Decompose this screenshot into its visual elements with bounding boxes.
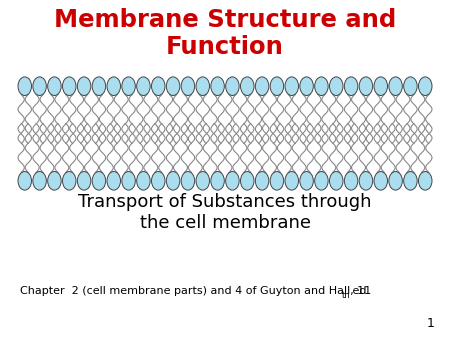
Ellipse shape [122, 172, 135, 190]
Ellipse shape [48, 172, 61, 190]
Ellipse shape [33, 77, 46, 96]
Ellipse shape [166, 172, 180, 190]
Text: 1: 1 [427, 317, 434, 330]
Ellipse shape [33, 172, 46, 190]
Ellipse shape [92, 77, 106, 96]
Ellipse shape [270, 172, 284, 190]
Ellipse shape [359, 77, 373, 96]
Ellipse shape [152, 77, 165, 96]
Ellipse shape [18, 172, 32, 190]
Text: Transport of Substances through
the cell membrane: Transport of Substances through the cell… [78, 193, 372, 232]
Text: ed.: ed. [349, 286, 370, 296]
Ellipse shape [359, 172, 373, 190]
Ellipse shape [240, 172, 254, 190]
Ellipse shape [344, 172, 358, 190]
Ellipse shape [374, 77, 387, 96]
Ellipse shape [77, 77, 91, 96]
Text: Membrane Structure and
Function: Membrane Structure and Function [54, 8, 396, 59]
Ellipse shape [63, 77, 76, 96]
Ellipse shape [122, 77, 135, 96]
Ellipse shape [255, 172, 269, 190]
Ellipse shape [18, 77, 32, 96]
Ellipse shape [77, 172, 91, 190]
Ellipse shape [315, 77, 328, 96]
Ellipse shape [329, 77, 343, 96]
Ellipse shape [137, 172, 150, 190]
Ellipse shape [404, 172, 417, 190]
Ellipse shape [300, 77, 313, 96]
Ellipse shape [270, 77, 284, 96]
Ellipse shape [181, 172, 195, 190]
Ellipse shape [329, 172, 343, 190]
Ellipse shape [374, 172, 387, 190]
Ellipse shape [211, 172, 225, 190]
Ellipse shape [137, 77, 150, 96]
Ellipse shape [196, 77, 210, 96]
Ellipse shape [181, 77, 195, 96]
Text: Chapter  2 (cell membrane parts) and 4 of Guyton and Hall, 11: Chapter 2 (cell membrane parts) and 4 of… [20, 286, 372, 296]
Ellipse shape [48, 77, 61, 96]
Ellipse shape [107, 77, 121, 96]
Ellipse shape [315, 172, 328, 190]
Ellipse shape [63, 172, 76, 190]
Ellipse shape [107, 172, 121, 190]
Ellipse shape [418, 77, 432, 96]
Ellipse shape [92, 172, 106, 190]
Ellipse shape [418, 172, 432, 190]
Ellipse shape [389, 172, 402, 190]
Ellipse shape [300, 172, 313, 190]
Ellipse shape [240, 77, 254, 96]
Ellipse shape [166, 77, 180, 96]
Ellipse shape [211, 77, 225, 96]
Ellipse shape [285, 77, 298, 96]
Text: th: th [342, 291, 351, 300]
Ellipse shape [255, 77, 269, 96]
Ellipse shape [196, 172, 210, 190]
Ellipse shape [344, 77, 358, 96]
Ellipse shape [152, 172, 165, 190]
Ellipse shape [404, 77, 417, 96]
Ellipse shape [225, 77, 239, 96]
Ellipse shape [225, 172, 239, 190]
Ellipse shape [389, 77, 402, 96]
Ellipse shape [285, 172, 298, 190]
